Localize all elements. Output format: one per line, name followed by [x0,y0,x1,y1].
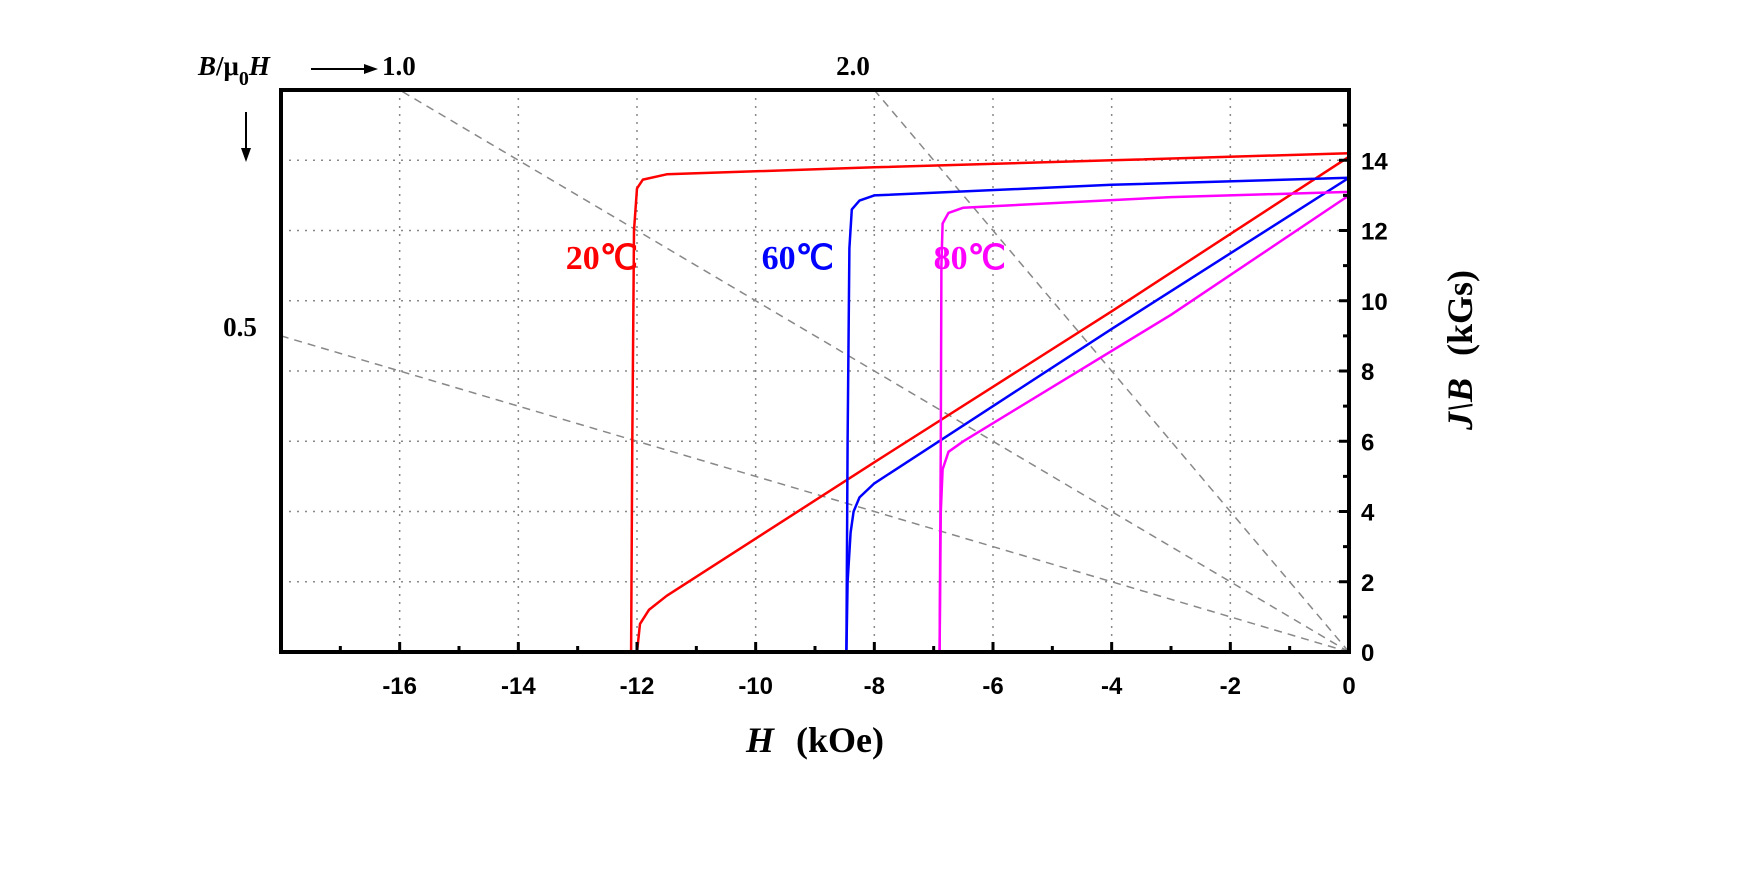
grid [281,90,1349,652]
x-axis-title: H (kOe) [745,720,884,760]
load-lines [281,90,1349,652]
load-line-2.0 [873,90,1349,652]
y-tick-label: 6 [1361,429,1374,456]
load-line-label-0.5: 0.5 [223,312,257,342]
curve-J-60℃ [845,176,1349,652]
x-axis-var: H [745,720,775,760]
ticks [338,123,1351,652]
x-tick-label: 0 [1342,673,1355,700]
x-tick-label: -16 [382,673,417,700]
curves [629,151,1349,652]
y-tick-label: 0 [1361,640,1374,667]
curve-label-20℃: 20℃ [566,240,638,277]
y-tick-label: 12 [1361,219,1388,246]
curve-label-80℃: 80℃ [934,240,1006,277]
curve-B-80℃ [938,194,1349,652]
x-tick-label: -2 [1220,673,1241,700]
x-tick-label: -10 [738,673,773,700]
y-tick-label: 8 [1361,359,1374,386]
y-axis-title: J\B (kGs) [1440,270,1480,431]
curve-B-20℃ [635,155,1349,652]
y-tick-label: 2 [1361,570,1374,597]
x-tick-label: -4 [1101,673,1123,700]
load-line-1.0 [398,90,1349,652]
curve-J-20℃ [629,151,1349,652]
y-tick-label: 4 [1361,500,1375,527]
load-line-label-2.0: 2.0 [836,51,870,81]
label-sub: 0 [239,68,249,90]
load-line-0.5 [281,335,1349,652]
y-tick-label: 14 [1361,148,1388,175]
right-arrow-icon [311,64,378,74]
label-b: B [197,51,216,81]
curve-labels: 20℃ 60℃ 80℃ [566,240,1006,277]
curve-B-60℃ [845,176,1349,652]
x-tick-label: -6 [982,673,1003,700]
tick-labels: -16 -14 -12 -10 -8 -6 -4 -2 00 2 4 6 8 10 12 14 [382,148,1388,700]
x-tick-label: -14 [501,673,536,700]
load-line-label-1.0: 1.0 [382,51,416,81]
load-line-axis-label: B/μ0H [197,51,271,90]
curve-label-60℃: 60℃ [762,240,834,277]
label-mu: /μ [215,51,239,81]
y-axis-var: J\B [1440,378,1480,431]
x-axis-unit: (kOe) [796,720,884,760]
y-axis-unit: (kGs) [1440,270,1480,356]
curve-J-80℃ [938,190,1349,652]
y-tick-label: 10 [1361,289,1388,316]
x-tick-label: -12 [620,673,655,700]
label-h: H [248,51,271,81]
down-arrow-icon [241,112,251,162]
x-tick-label: -8 [864,673,885,700]
